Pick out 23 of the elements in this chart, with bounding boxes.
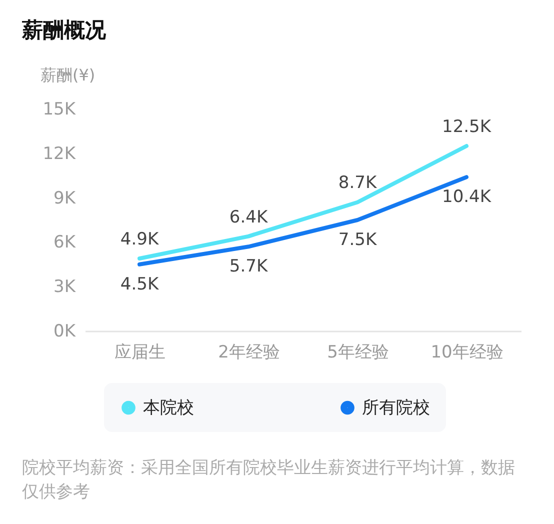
data-label: 8.7K — [338, 173, 378, 194]
x-tick-label: 5年经验 — [327, 342, 389, 362]
text: 院校平均薪资：采用全国所有院校毕业生薪资进行平均计算，数据仅供参考 — [22, 458, 515, 502]
data-label: 10.4K — [442, 187, 492, 208]
data-label: 4.5K — [120, 274, 160, 294]
x-tick-label: 10年经验 — [430, 342, 504, 362]
data-label: 7.5K — [338, 230, 378, 250]
data-label: 6.4K — [229, 207, 268, 228]
data-label: 12.5K — [442, 117, 492, 137]
y-tick-label: 12K — [42, 144, 76, 164]
y-tick-label: 6K — [54, 232, 76, 253]
y-tick-label: 3K — [54, 277, 76, 298]
legend-label: 所有院校 — [362, 398, 430, 418]
y-tick-label: 15K — [42, 100, 76, 120]
chart-title: 薪酬概况 — [21, 18, 107, 42]
y-tick-label: 0K — [54, 322, 76, 342]
x-tick-label: 2年经验 — [218, 342, 280, 362]
legend-label: 本院校 — [143, 398, 194, 418]
x-tick-label: 应届生 — [114, 342, 166, 362]
y-tick-label: 9K — [54, 188, 76, 208]
data-label: 5.7K — [229, 256, 268, 277]
data-label: 4.9K — [120, 229, 160, 250]
y-axis-title: 薪酬(¥) — [40, 66, 96, 84]
